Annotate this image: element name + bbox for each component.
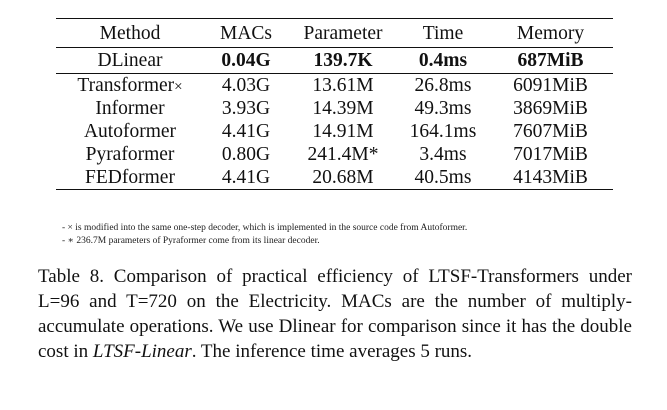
cell-parameter: 20.68M — [312, 166, 374, 188]
table-row: FEDformer 4.41G 20.68M 40.5ms 4143MiB — [56, 166, 613, 190]
cell-time: 0.4ms — [418, 49, 468, 71]
cell-time: 164.1ms — [409, 120, 477, 142]
cell-memory: 3869MiB — [513, 97, 588, 119]
cell-memory: 4143MiB — [513, 166, 588, 188]
cell-method: Autoformer — [83, 120, 177, 142]
table-row-dlinear: DLinear 0.04G 139.7K 0.4ms 687MiB — [56, 48, 613, 74]
cell-time: 26.8ms — [414, 74, 472, 96]
caption-text: Table 8. Comparison of practical efficie… — [38, 266, 632, 362]
table-row: Informer 3.93G 14.39M 49.3ms 3869MiB — [56, 97, 613, 120]
cell-time: 49.3ms — [414, 97, 472, 119]
cell-macs: 4.03G — [221, 74, 271, 96]
cell-memory: 7607MiB — [513, 120, 588, 142]
header-memory: Memory — [516, 23, 585, 45]
header-parameter: Parameter — [303, 23, 383, 45]
cell-parameter: 14.39M — [312, 97, 374, 119]
cell-macs: 0.04G — [221, 49, 271, 71]
cell-parameter: 139.7K — [313, 49, 373, 71]
method-name: Transformer — [77, 74, 175, 96]
cell-memory: 7017MiB — [513, 143, 588, 165]
cell-macs: 0.80G — [221, 143, 271, 165]
cell-macs: 3.93G — [221, 97, 271, 119]
cell-memory: 6091MiB — [513, 74, 588, 96]
cell-time: 40.5ms — [414, 166, 472, 188]
header-time: Time — [422, 23, 464, 45]
table-header-row: Method MACs Parameter Time Memory — [56, 18, 613, 48]
table-caption: Table 8. Comparison of practical efficie… — [38, 264, 632, 364]
table-row: Transformer× 4.03G 13.61M 26.8ms 6091MiB — [56, 74, 613, 98]
caption-emphasis: LTSF-Linear — [92, 341, 192, 362]
efficiency-table: Method MACs Parameter Time Memory DLinea… — [56, 18, 613, 190]
header-method: Method — [99, 23, 161, 45]
cell-parameter: 14.91M — [312, 120, 374, 142]
modified-mark: × — [174, 78, 183, 95]
cell-macs: 4.41G — [221, 166, 271, 188]
cell-method: FEDformer — [85, 166, 175, 188]
table-footnotes: - × is modified into the same one-step d… — [62, 222, 622, 248]
cell-parameter: 241.4M* — [307, 143, 379, 165]
caption-text-end: . The inference time averages 5 runs. — [191, 341, 473, 362]
efficiency-table-block: Method MACs Parameter Time Memory DLinea… — [56, 18, 613, 190]
cell-method: Transformer× — [56, 74, 204, 98]
table-row: Pyraformer 0.80G 241.4M* 3.4ms 7017MiB — [56, 143, 613, 166]
cell-macs: 4.41G — [221, 120, 271, 142]
table-row: Autoformer 4.41G 14.91M 164.1ms 7607MiB — [56, 120, 613, 143]
footnote-pyraformer: - ∗ 236.7M parameters of Pyraformer come… — [62, 236, 320, 246]
cell-time: 3.4ms — [419, 143, 467, 165]
cell-method: Pyraformer — [85, 143, 175, 165]
cell-memory: 687MiB — [517, 49, 584, 71]
cell-method: DLinear — [97, 49, 163, 71]
cell-method: Informer — [95, 97, 165, 119]
footnote-modified: - × is modified into the same one-step d… — [62, 223, 468, 233]
cell-parameter: 13.61M — [312, 74, 374, 96]
header-macs: MACs — [219, 23, 273, 45]
